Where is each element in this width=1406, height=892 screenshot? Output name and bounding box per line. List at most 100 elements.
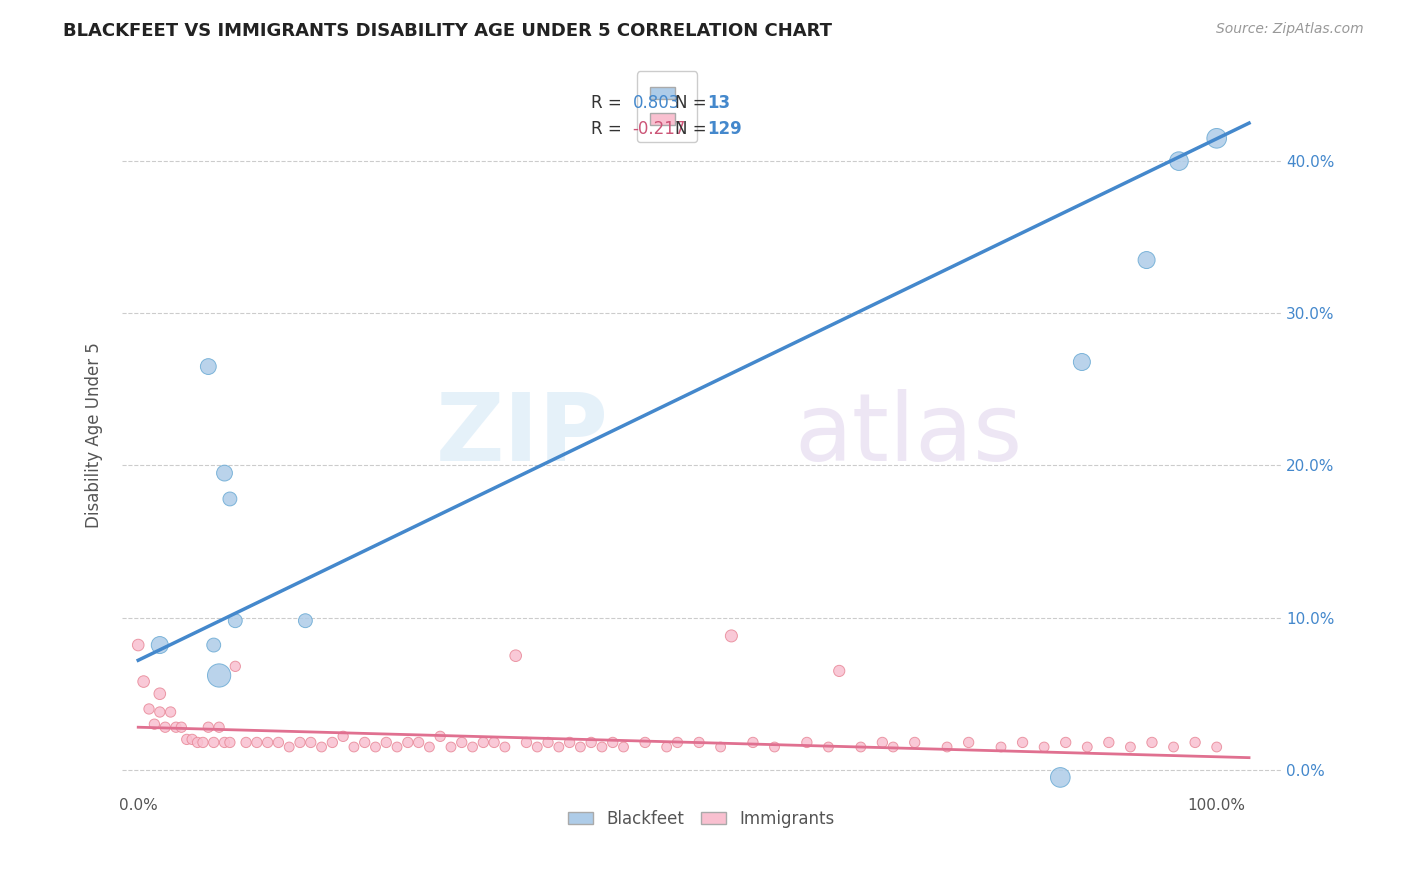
Point <box>655 739 678 754</box>
Text: R =: R = <box>591 120 627 138</box>
Y-axis label: Disability Age Under 5: Disability Age Under 5 <box>86 343 103 528</box>
Point <box>505 648 527 663</box>
Point <box>299 735 322 749</box>
Point <box>191 735 214 749</box>
Point <box>1140 735 1163 749</box>
Point <box>321 735 343 749</box>
Point <box>149 705 172 719</box>
Point <box>1070 355 1092 369</box>
Point <box>547 739 569 754</box>
Text: atlas: atlas <box>794 389 1022 481</box>
Point <box>208 720 231 734</box>
Point <box>558 735 581 749</box>
Point <box>1098 735 1121 749</box>
Point <box>494 739 516 754</box>
Point <box>418 739 440 754</box>
Point <box>385 739 408 754</box>
Point <box>364 739 387 754</box>
Point <box>1205 739 1227 754</box>
Point <box>1049 771 1071 785</box>
Point <box>957 735 980 749</box>
Point <box>197 720 219 734</box>
Point <box>165 720 187 734</box>
Point <box>1135 253 1157 268</box>
Point <box>1184 735 1206 749</box>
Text: N =: N = <box>675 120 711 138</box>
Point <box>143 717 166 731</box>
Point <box>375 735 398 749</box>
Point <box>214 735 236 749</box>
Point <box>1033 739 1056 754</box>
Point <box>159 705 181 719</box>
Point <box>256 735 278 749</box>
Point <box>440 739 463 754</box>
Point <box>132 674 155 689</box>
Point <box>396 735 419 749</box>
Text: BLACKFEET VS IMMIGRANTS DISABILITY AGE UNDER 5 CORRELATION CHART: BLACKFEET VS IMMIGRANTS DISABILITY AGE U… <box>63 22 832 40</box>
Point <box>612 739 634 754</box>
Point <box>688 735 710 749</box>
Text: ZIP: ZIP <box>436 389 609 481</box>
Point <box>186 735 208 749</box>
Point <box>936 739 959 754</box>
Point <box>742 735 765 749</box>
Legend: Blackfeet, Immigrants: Blackfeet, Immigrants <box>562 803 842 834</box>
Point <box>872 735 894 749</box>
Point <box>197 359 219 374</box>
Point <box>482 735 505 749</box>
Point <box>267 735 290 749</box>
Point <box>311 739 333 754</box>
Point <box>602 735 624 749</box>
Point <box>817 739 839 754</box>
Point <box>461 739 484 754</box>
Point <box>294 614 316 628</box>
Point <box>666 735 689 749</box>
Point <box>591 739 613 754</box>
Point <box>153 720 176 734</box>
Point <box>515 735 537 749</box>
Point <box>472 735 495 749</box>
Text: -0.217: -0.217 <box>633 120 686 138</box>
Point <box>181 732 204 747</box>
Text: 129: 129 <box>707 120 742 138</box>
Point <box>176 732 198 747</box>
Point <box>208 668 231 682</box>
Point <box>149 638 172 652</box>
Point <box>235 735 257 749</box>
Text: Source: ZipAtlas.com: Source: ZipAtlas.com <box>1216 22 1364 37</box>
Point <box>579 735 602 749</box>
Point <box>849 739 872 754</box>
Point <box>219 491 242 506</box>
Point <box>763 739 786 754</box>
Text: 0.803: 0.803 <box>633 94 681 112</box>
Point <box>1163 739 1185 754</box>
Point <box>224 659 246 673</box>
Point <box>526 739 548 754</box>
Point <box>343 739 366 754</box>
Point <box>537 735 560 749</box>
Point <box>569 739 592 754</box>
Point <box>1054 735 1077 749</box>
Point <box>127 638 149 652</box>
Point <box>990 739 1012 754</box>
Text: R =: R = <box>591 94 627 112</box>
Text: 13: 13 <box>707 94 730 112</box>
Point <box>214 466 236 480</box>
Point <box>138 702 160 716</box>
Point <box>634 735 657 749</box>
Point <box>1119 739 1142 754</box>
Point <box>332 730 354 744</box>
Point <box>1168 154 1191 169</box>
Point <box>202 735 225 749</box>
Point <box>202 638 225 652</box>
Point <box>828 664 851 678</box>
Point <box>353 735 375 749</box>
Point <box>720 629 742 643</box>
Point <box>429 730 451 744</box>
Point <box>882 739 904 754</box>
Point <box>450 735 472 749</box>
Point <box>1205 131 1227 145</box>
Point <box>796 735 818 749</box>
Point <box>1011 735 1033 749</box>
Point <box>408 735 430 749</box>
